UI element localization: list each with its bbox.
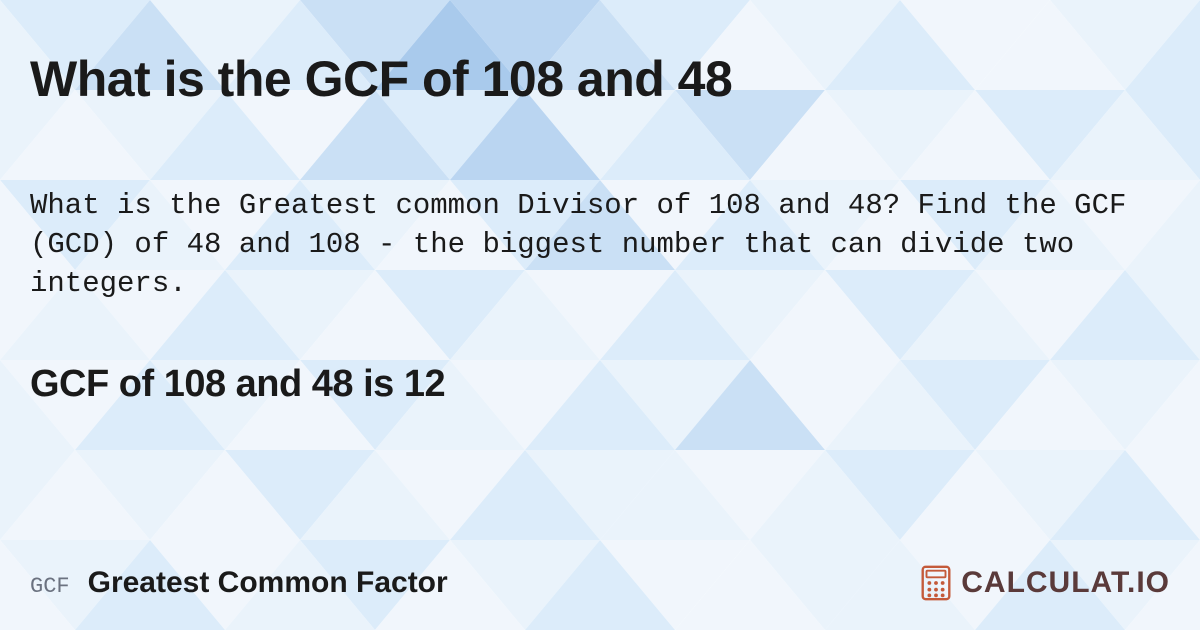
- page-description: What is the Greatest common Divisor of 1…: [30, 186, 1150, 303]
- brand-text: CALCULAT.IO: [961, 566, 1170, 600]
- brand: CALCULAT.IO: [917, 564, 1170, 602]
- footer-left: GCF Greatest Common Factor: [30, 566, 448, 600]
- footer-abbr: GCF: [30, 574, 70, 599]
- page-title: What is the GCF of 108 and 48: [30, 50, 1170, 108]
- calculator-icon: [917, 564, 955, 602]
- answer-heading: GCF of 108 and 48 is 12: [30, 363, 1170, 406]
- footer-full: Greatest Common Factor: [88, 566, 448, 600]
